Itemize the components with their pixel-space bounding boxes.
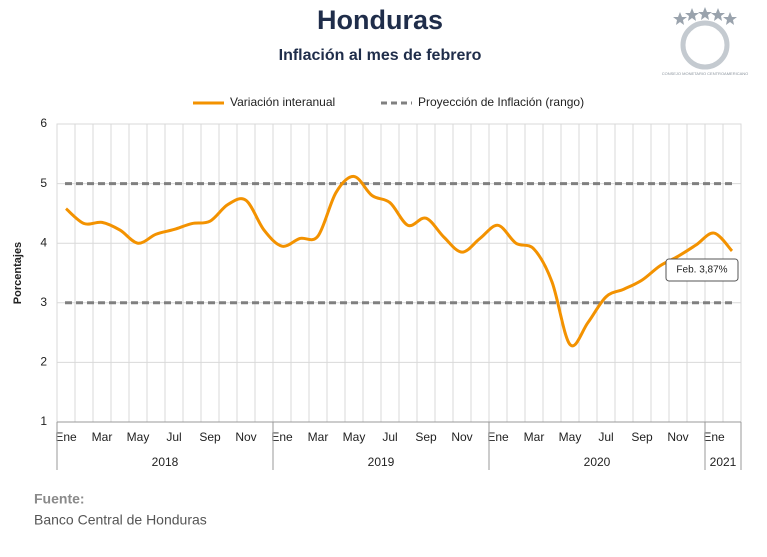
y-tick-label: 2: [40, 355, 47, 369]
x-tick-label: Ene: [487, 430, 509, 444]
x-tick-label: Nov: [451, 430, 472, 444]
x-tick-label: Nov: [667, 430, 688, 444]
series-line: [65, 174, 734, 348]
annotation: Feb. 3,87%: [676, 265, 727, 276]
x-tick-label: May: [559, 430, 582, 444]
chart-title: Honduras: [317, 5, 443, 35]
y-tick-label: 1: [40, 414, 47, 428]
y-tick-label: 4: [40, 235, 47, 249]
x-tick-label: Mar: [92, 430, 113, 444]
y-axis-label: Porcentajes: [12, 242, 24, 304]
y-tick-label: 3: [40, 295, 47, 309]
x-tick-label: May: [343, 430, 366, 444]
logo: [673, 7, 737, 70]
legend-label: Variación interanual: [230, 95, 335, 109]
x-tick-label: Jul: [598, 430, 613, 444]
year-label: 2021: [710, 455, 737, 469]
x-tick-label: Ene: [703, 430, 725, 444]
year-label: 2018: [152, 455, 179, 469]
source: Banco Central de Honduras: [34, 512, 207, 528]
x-tick-label: Sep: [199, 430, 221, 444]
year-label: 2019: [368, 455, 395, 469]
logo-text: CONSEJO MONETARIO CENTROAMERICANO: [662, 71, 749, 76]
chart-subtitle: Inflación al mes de febrero: [279, 47, 482, 64]
x-tick-label: Sep: [415, 430, 437, 444]
x-tick-label: Ene: [271, 430, 293, 444]
x-tick-label: Nov: [235, 430, 256, 444]
annotation-box: [665, 258, 739, 282]
y-tick-label: 5: [40, 176, 47, 190]
y-tick-label: 6: [40, 116, 47, 130]
x-tick-label: Ene: [55, 430, 77, 444]
year-label: 2020: [584, 455, 611, 469]
x-tick-label: Mar: [308, 430, 329, 444]
x-tick-label: Jul: [382, 430, 397, 444]
x-tick-label: Jul: [166, 430, 181, 444]
x-tick-label: Mar: [524, 430, 545, 444]
x-tick-label: May: [127, 430, 150, 444]
source-label: Fuente:: [34, 491, 85, 507]
x-tick-label: Sep: [631, 430, 653, 444]
legend-label: Proyección de Inflación (rango): [418, 95, 584, 109]
